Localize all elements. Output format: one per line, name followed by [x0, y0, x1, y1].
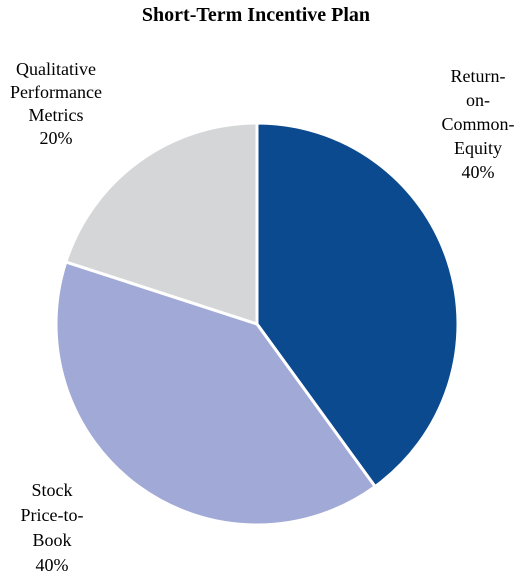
slice-label-line: Metrics [29, 105, 84, 125]
chart-title: Short-Term Incentive Plan [142, 4, 370, 26]
slice-value-label: 20% [40, 128, 73, 148]
slice-label-line: Performance [10, 82, 102, 102]
slice-label-line: Qualitative [16, 59, 96, 79]
slice-label-line: Stock [31, 480, 72, 500]
slice-label-line: on- [466, 90, 490, 110]
slice-label-line: Return- [451, 66, 506, 86]
slice-label-line: Book [32, 530, 71, 550]
slice-value-label: 40% [462, 162, 495, 182]
pie-slice-1 [54, 259, 378, 527]
slice-label-line: Price-to- [21, 505, 84, 525]
slice-value-label: 40% [36, 555, 69, 575]
slice-label-0: Return-on- Common- Equity 40% [441, 66, 514, 182]
slice-label-line: Common- [441, 114, 514, 134]
slice-label-2: Qualitative Performance Metrics 20% [10, 59, 102, 148]
pie-slice-2 [63, 121, 259, 327]
pie-slice-0 [255, 121, 460, 489]
slice-labels: Return-on- Common- Equity 40% Stock Price-to-… [10, 59, 514, 575]
slice-label-1: Stock Price-to- Book 40% [21, 480, 84, 575]
slice-label-line: Equity [454, 138, 502, 158]
pie-slices [54, 121, 460, 527]
